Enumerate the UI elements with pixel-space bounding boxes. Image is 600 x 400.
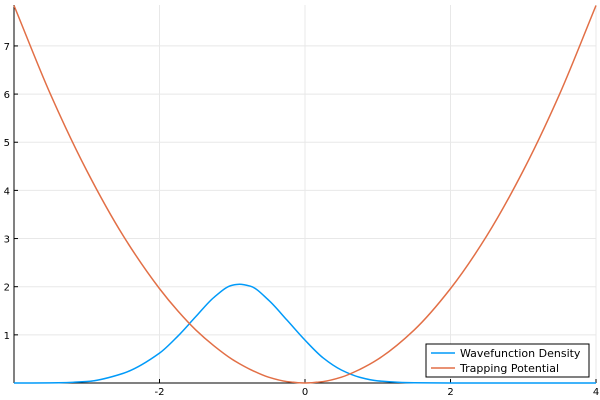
tick-labels: -2 0 2 4 1 2 3 4 5 6 7 (4, 42, 600, 398)
grid (14, 5, 597, 383)
legend-box (425, 343, 590, 378)
x-tick-label: 4 (593, 387, 599, 398)
plot-series (13, 5, 597, 384)
y-tick-label: 4 (4, 186, 10, 197)
y-tick-label: 6 (4, 90, 10, 101)
legend-label-trapping-potential: Trapping Potential (459, 362, 559, 375)
y-tick-label: 2 (4, 283, 10, 294)
legend: Wavefunction Density Trapping Potential (425, 343, 590, 378)
x-tick-label: 2 (447, 387, 453, 398)
series-line-trapping-potential (13, 5, 597, 384)
series-line-wavefunction-density (13, 283, 596, 384)
x-tick-label: 0 (302, 387, 308, 398)
y-tick-label: 1 (4, 331, 10, 342)
y-tick-label: 7 (4, 42, 10, 53)
x-tick-label: -2 (155, 387, 165, 398)
y-tick-label: 5 (4, 138, 10, 149)
legend-label-wavefunction-density: Wavefunction Density (460, 347, 581, 360)
y-tick-label: 3 (4, 235, 10, 246)
